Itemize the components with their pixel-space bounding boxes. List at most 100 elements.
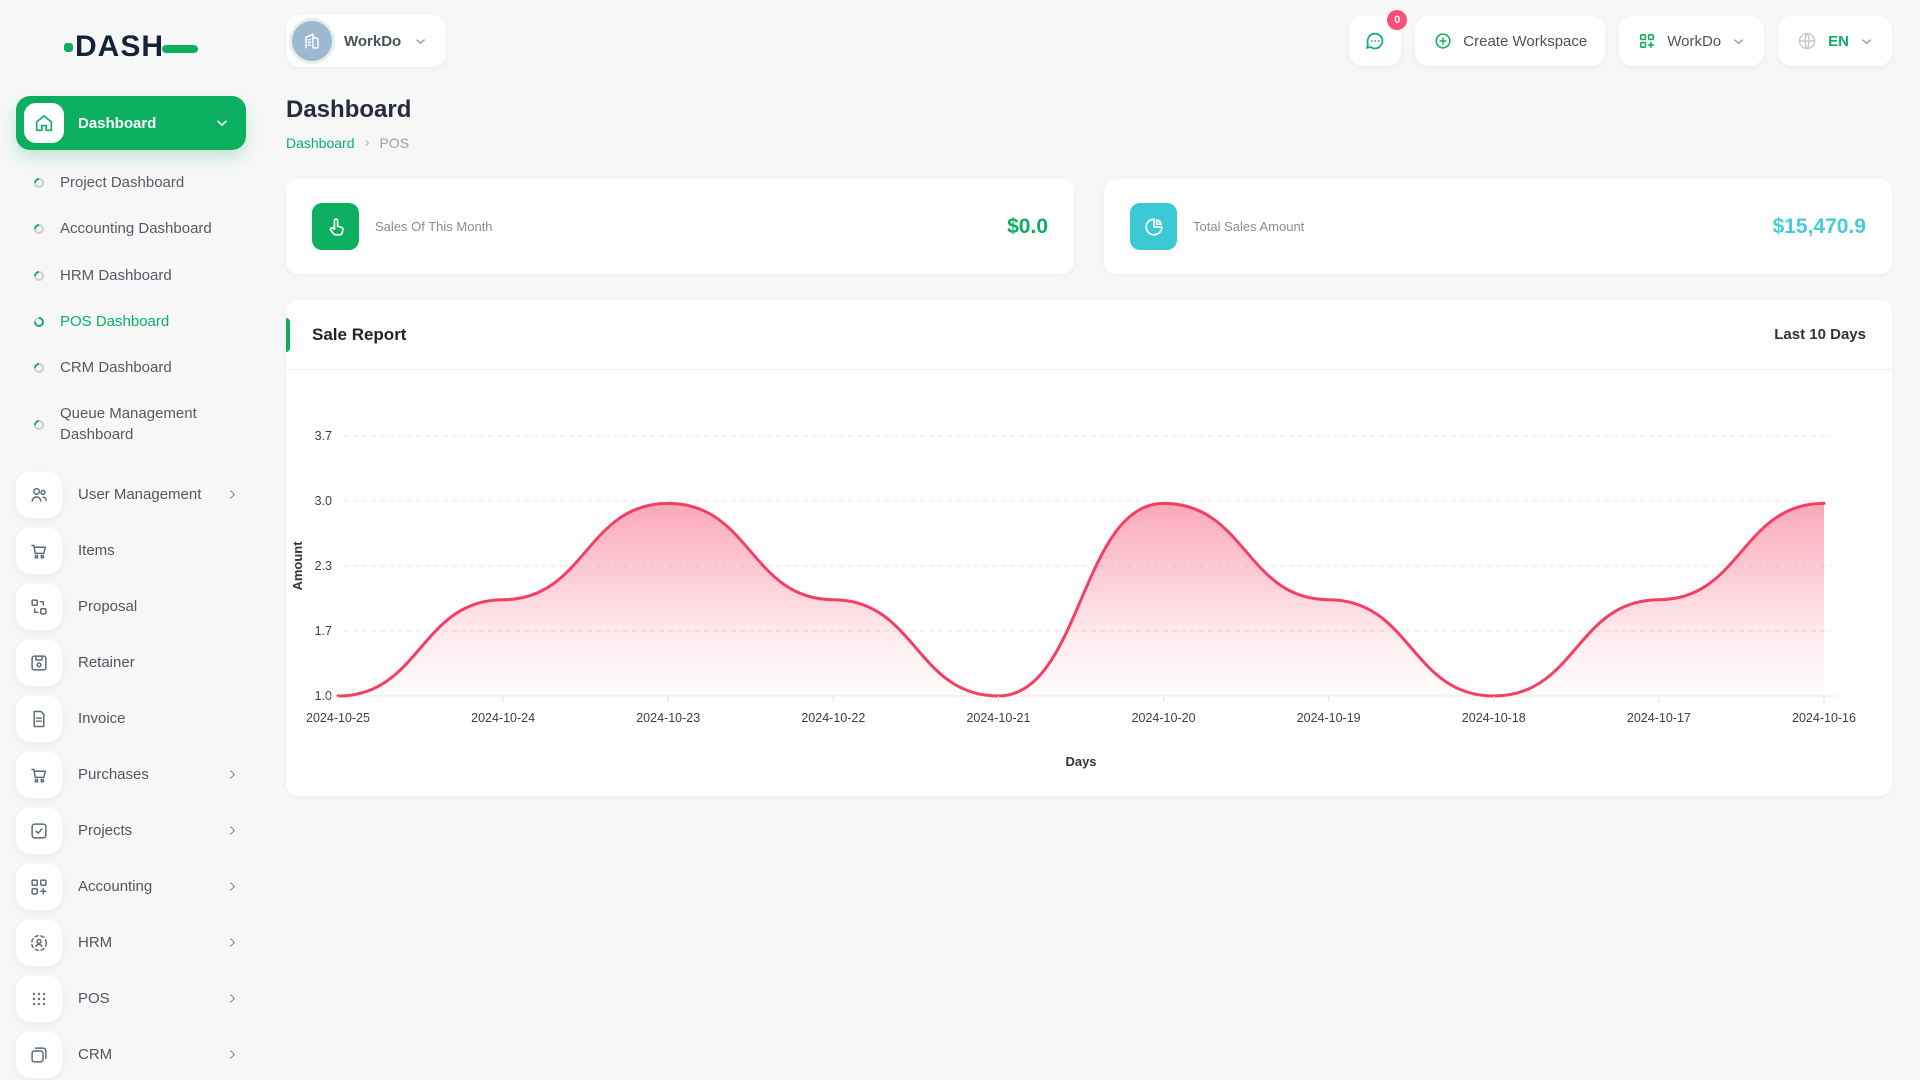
- progress-circle-icon: [31, 222, 47, 237]
- x-tick-label: 2024-10-17: [1627, 711, 1691, 725]
- home-icon: [24, 103, 64, 143]
- globe-icon: [1796, 30, 1818, 52]
- cart-icon: [16, 527, 62, 574]
- y-tick-label: 1.0: [315, 689, 332, 703]
- dashboard-submenu: Project Dashboard Accounting Dashboard HRM…: [0, 160, 262, 458]
- sidebar-item-items[interactable]: Items: [16, 527, 246, 574]
- chevron-right-icon: [225, 879, 240, 894]
- grid-plus-icon: [1637, 31, 1657, 51]
- sidebar-item-label: User Management: [78, 486, 202, 504]
- topbar: WorkDo 0 Create Workspace: [262, 0, 1920, 72]
- workspace-chip[interactable]: WorkDo: [286, 15, 447, 67]
- tap-icon: [312, 203, 359, 250]
- chevron-right-icon: [225, 823, 240, 838]
- stat-label: Total Sales Amount: [1193, 219, 1305, 234]
- sidebar-subitem-label: Accounting Dashboard: [60, 220, 212, 238]
- chevron-right-icon: [225, 991, 240, 1006]
- progress-circle-icon: [31, 417, 47, 432]
- sidebar-subitem-label: Project Dashboard: [60, 174, 185, 191]
- sidebar-subitem-label: Queue Management Dashboard: [60, 405, 197, 443]
- language-code: EN: [1828, 32, 1849, 50]
- workspace-name: WorkDo: [344, 32, 402, 50]
- breadcrumb-current: POS: [379, 134, 410, 151]
- breadcrumb-dashboard-link[interactable]: Dashboard: [286, 134, 355, 151]
- sidebar-subitem-hrm-dashboard[interactable]: HRM Dashboard: [0, 253, 262, 299]
- progress-circle-icon: [31, 268, 47, 283]
- invoice-icon: [16, 695, 62, 742]
- sidebar: DASH Dashboard Project Dashboard Accounti…: [0, 0, 262, 1080]
- check-square-icon: [16, 807, 62, 854]
- sidebar-item-crm[interactable]: CRM: [16, 1031, 246, 1078]
- x-tick-label: 2024-10-24: [471, 711, 535, 725]
- sale-report-range: Last 10 Days: [1774, 326, 1866, 343]
- y-tick-label: 2.3: [315, 559, 332, 573]
- y-axis-title: Amount: [290, 541, 305, 591]
- sidebar-item-user-management[interactable]: User Management: [16, 471, 246, 518]
- dots-grid-icon: [16, 975, 62, 1022]
- x-tick-label: 2024-10-18: [1462, 711, 1526, 725]
- chevron-right-icon: [225, 1047, 240, 1062]
- sidebar-item-retainer[interactable]: Retainer: [16, 639, 246, 686]
- chat-icon: [1363, 29, 1387, 53]
- stat-value: $15,470.9: [1772, 214, 1866, 238]
- x-tick-label: 2024-10-25: [306, 711, 370, 725]
- sale-report-title: Sale Report: [312, 324, 407, 344]
- create-workspace-button[interactable]: Create Workspace: [1415, 16, 1606, 66]
- sidebar-item-accounting[interactable]: Accounting: [16, 863, 246, 910]
- sidebar-item-projects[interactable]: Projects: [16, 807, 246, 854]
- workspace-menu-button[interactable]: WorkDo: [1619, 16, 1765, 66]
- sidebar-subitem-crm-dashboard[interactable]: CRM Dashboard: [0, 345, 262, 391]
- chevron-down-icon: [413, 34, 428, 49]
- topbar-actions: 0 Create Workspace WorkDo: [1349, 10, 1892, 66]
- sidebar-item-purchases[interactable]: Purchases: [16, 751, 246, 798]
- sidebar-subitem-project-dashboard[interactable]: Project Dashboard: [0, 160, 262, 206]
- stat-label: Sales Of This Month: [375, 219, 493, 234]
- y-tick-label: 1.7: [315, 624, 332, 638]
- sidebar-item-invoice[interactable]: Invoice: [16, 695, 246, 742]
- messages-button[interactable]: 0: [1349, 10, 1408, 66]
- brand-logo[interactable]: DASH: [0, 0, 262, 72]
- sidebar-item-label: Retainer: [78, 654, 135, 672]
- sidebar-item-label: Invoice: [78, 710, 126, 728]
- x-tick-label: 2024-10-22: [801, 711, 865, 725]
- stat-card-sales-of-month: Sales Of This Month $0.0: [286, 179, 1074, 274]
- language-selector[interactable]: EN: [1778, 16, 1892, 66]
- x-tick-label: 2024-10-21: [966, 711, 1030, 725]
- person-circle-icon: [16, 919, 62, 966]
- logo-dash-icon: [162, 45, 199, 53]
- sidebar-subitem-label: HRM Dashboard: [60, 266, 172, 284]
- chevron-down-icon: [1731, 34, 1746, 49]
- sidebar-item-dashboard[interactable]: Dashboard: [16, 96, 246, 150]
- users-icon: [16, 471, 62, 518]
- messages-count-badge: 0: [1387, 10, 1408, 30]
- sidebar-item-proposal[interactable]: Proposal: [16, 583, 246, 630]
- logo-text: DASH: [75, 30, 165, 63]
- area-chart-svg: 1.0 1.7 2.3 3.0 3.7 2024-10-25 2024-10-24 2024-…: [290, 429, 1856, 769]
- sidebar-item-pos[interactable]: POS: [16, 975, 246, 1022]
- page-title: Dashboard: [286, 96, 412, 123]
- sale-report-chart: 1.0 1.7 2.3 3.0 3.7 2024-10-25 2024-10-24 2024-…: [286, 370, 1892, 796]
- y-tick-label: 3.0: [315, 494, 332, 508]
- sidebar-subitem-pos-dashboard[interactable]: POS Dashboard: [0, 299, 262, 345]
- squares-icon: [16, 1031, 62, 1078]
- sidebar-item-label: Accounting: [78, 878, 153, 896]
- sidebar-item-hrm[interactable]: HRM: [16, 919, 246, 966]
- sidebar-subitem-queue-management-dashboard[interactable]: Queue Management Dashboard: [0, 391, 262, 458]
- x-tick-label: 2024-10-16: [1792, 711, 1856, 725]
- sale-report-header: Sale Report Last 10 Days: [286, 300, 1892, 370]
- sidebar-item-label: CRM: [78, 1046, 113, 1064]
- chevron-down-icon: [1859, 34, 1874, 49]
- x-tick-label: 2024-10-19: [1297, 711, 1361, 725]
- progress-circle-icon: [31, 314, 47, 329]
- proposal-icon: [16, 583, 62, 630]
- y-tick-label: 3.7: [315, 429, 332, 443]
- pie-chart-icon: [1130, 203, 1177, 250]
- stat-cards-row: Sales Of This Month $0.0 Total Sales Amo…: [286, 179, 1892, 274]
- grid-plus-icon: [16, 863, 62, 910]
- sidebar-item-label: Items: [78, 542, 115, 560]
- sidebar-item-label: Dashboard: [78, 114, 157, 132]
- sidebar-subitem-accounting-dashboard[interactable]: Accounting Dashboard: [0, 206, 262, 252]
- progress-circle-icon: [31, 176, 47, 191]
- sidebar-item-label: POS: [78, 990, 110, 1008]
